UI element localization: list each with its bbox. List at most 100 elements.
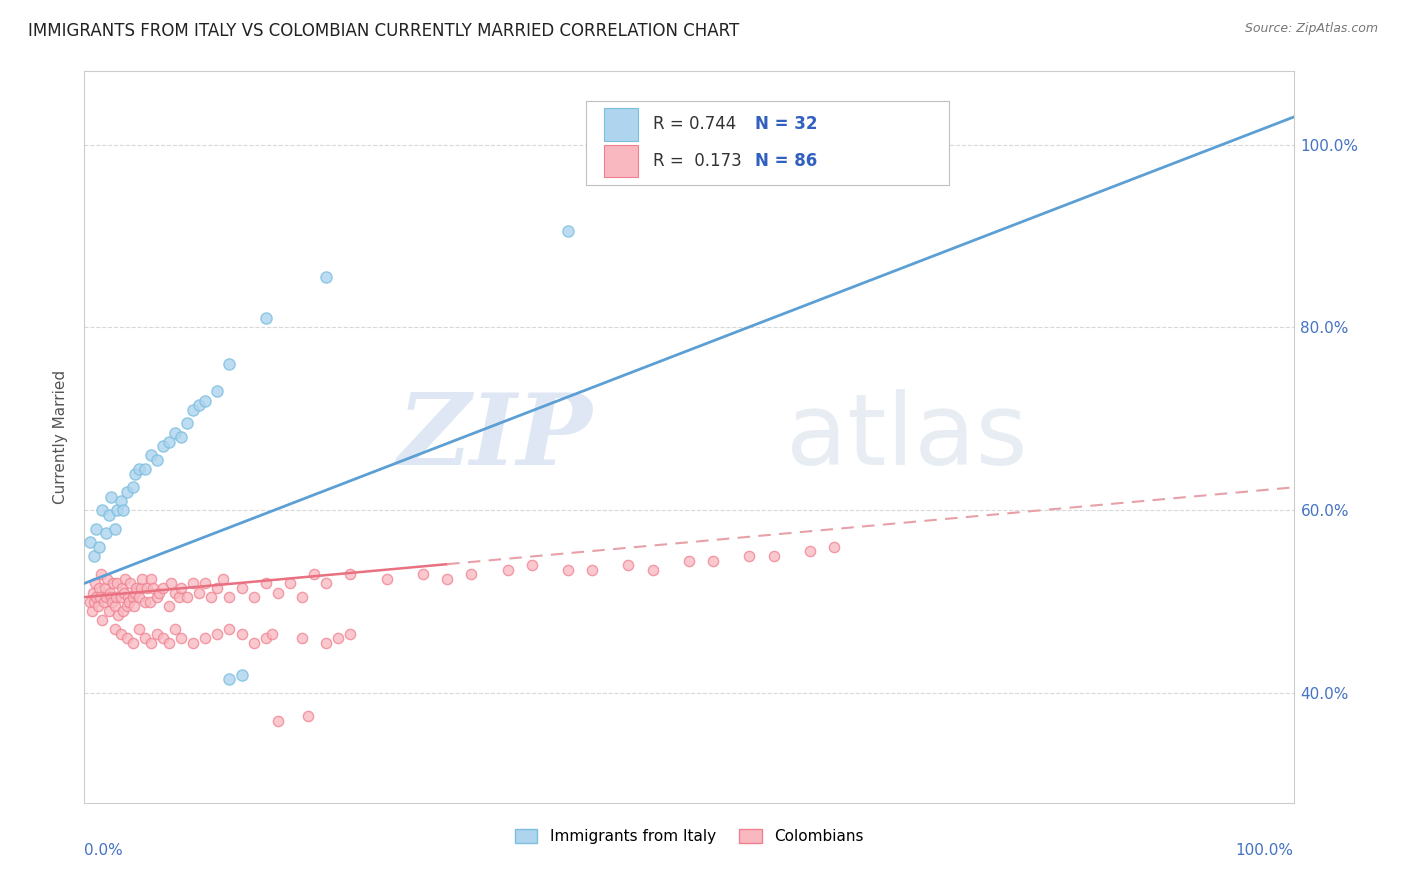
Text: N = 86: N = 86: [755, 152, 818, 170]
Text: R =  0.173: R = 0.173: [652, 152, 741, 170]
Point: [100, 490, 122, 504]
Point: [124, 467, 146, 481]
Point: [218, 357, 240, 371]
Point: [93, 594, 115, 608]
Point: [128, 590, 150, 604]
Point: [110, 626, 132, 640]
Point: [242, 636, 264, 650]
Text: R = 0.744: R = 0.744: [652, 115, 735, 134]
Point: [90, 567, 112, 582]
Point: [297, 709, 319, 723]
Text: N = 32: N = 32: [755, 115, 818, 134]
Point: [167, 590, 190, 604]
Point: [122, 599, 145, 614]
Point: [194, 393, 217, 408]
Point: [80, 604, 103, 618]
Point: [107, 608, 129, 623]
Point: [157, 636, 180, 650]
Point: [91, 503, 114, 517]
Point: [84, 576, 107, 591]
Point: [375, 572, 398, 586]
Point: [328, 632, 350, 646]
Point: [315, 636, 337, 650]
Point: [254, 311, 277, 326]
Point: [101, 594, 124, 608]
Point: [121, 636, 143, 650]
Point: [315, 270, 337, 285]
Point: [267, 714, 290, 728]
FancyBboxPatch shape: [605, 108, 638, 141]
Point: [94, 581, 117, 595]
Point: [115, 632, 138, 646]
Point: [91, 613, 114, 627]
Point: [136, 581, 159, 595]
Text: atlas: atlas: [786, 389, 1028, 485]
Point: [83, 549, 105, 563]
Text: Source: ZipAtlas.com: Source: ZipAtlas.com: [1244, 22, 1378, 36]
Point: [115, 485, 138, 500]
Point: [231, 581, 253, 595]
Point: [231, 667, 253, 681]
Point: [194, 632, 217, 646]
Text: 100.0%: 100.0%: [1236, 843, 1294, 858]
Point: [291, 590, 314, 604]
Point: [302, 567, 325, 582]
Point: [121, 480, 143, 494]
Point: [170, 581, 193, 595]
Point: [97, 508, 120, 522]
FancyBboxPatch shape: [605, 145, 638, 178]
Point: [152, 581, 174, 595]
Point: [315, 576, 337, 591]
Point: [738, 549, 761, 563]
Legend: Immigrants from Italy, Colombians: Immigrants from Italy, Colombians: [509, 822, 869, 850]
Point: [188, 585, 211, 599]
Point: [104, 622, 127, 636]
Point: [557, 563, 579, 577]
Point: [157, 599, 180, 614]
Point: [152, 632, 174, 646]
Point: [111, 581, 134, 595]
Text: 0.0%: 0.0%: [84, 843, 124, 858]
Point: [460, 567, 482, 582]
Point: [104, 599, 127, 614]
Point: [94, 590, 117, 604]
Point: [148, 585, 170, 599]
Point: [139, 448, 162, 462]
Point: [218, 590, 240, 604]
Point: [79, 594, 101, 608]
Point: [79, 535, 101, 549]
Point: [110, 590, 132, 604]
Point: [165, 585, 187, 599]
Point: [207, 626, 229, 640]
Point: [278, 576, 301, 591]
Point: [231, 626, 253, 640]
Point: [702, 553, 724, 567]
Point: [157, 434, 180, 449]
Point: [121, 590, 143, 604]
Point: [114, 572, 136, 586]
Point: [105, 503, 128, 517]
Point: [115, 599, 138, 614]
Text: IMMIGRANTS FROM ITALY VS COLOMBIAN CURRENTLY MARRIED CORRELATION CHART: IMMIGRANTS FROM ITALY VS COLOMBIAN CURRE…: [28, 22, 740, 40]
Point: [176, 590, 198, 604]
Point: [146, 626, 169, 640]
Point: [118, 594, 141, 608]
Point: [218, 673, 240, 687]
Point: [617, 558, 640, 573]
Point: [110, 494, 132, 508]
Point: [176, 417, 198, 431]
Point: [131, 572, 153, 586]
Point: [83, 594, 105, 608]
Point: [134, 594, 156, 608]
Point: [124, 585, 146, 599]
Point: [152, 439, 174, 453]
Point: [103, 576, 125, 591]
Point: [267, 585, 290, 599]
Point: [339, 567, 361, 582]
Point: [496, 563, 519, 577]
Point: [94, 526, 117, 541]
Point: [188, 398, 211, 412]
Point: [120, 576, 142, 591]
Point: [260, 626, 283, 640]
Point: [254, 576, 277, 591]
